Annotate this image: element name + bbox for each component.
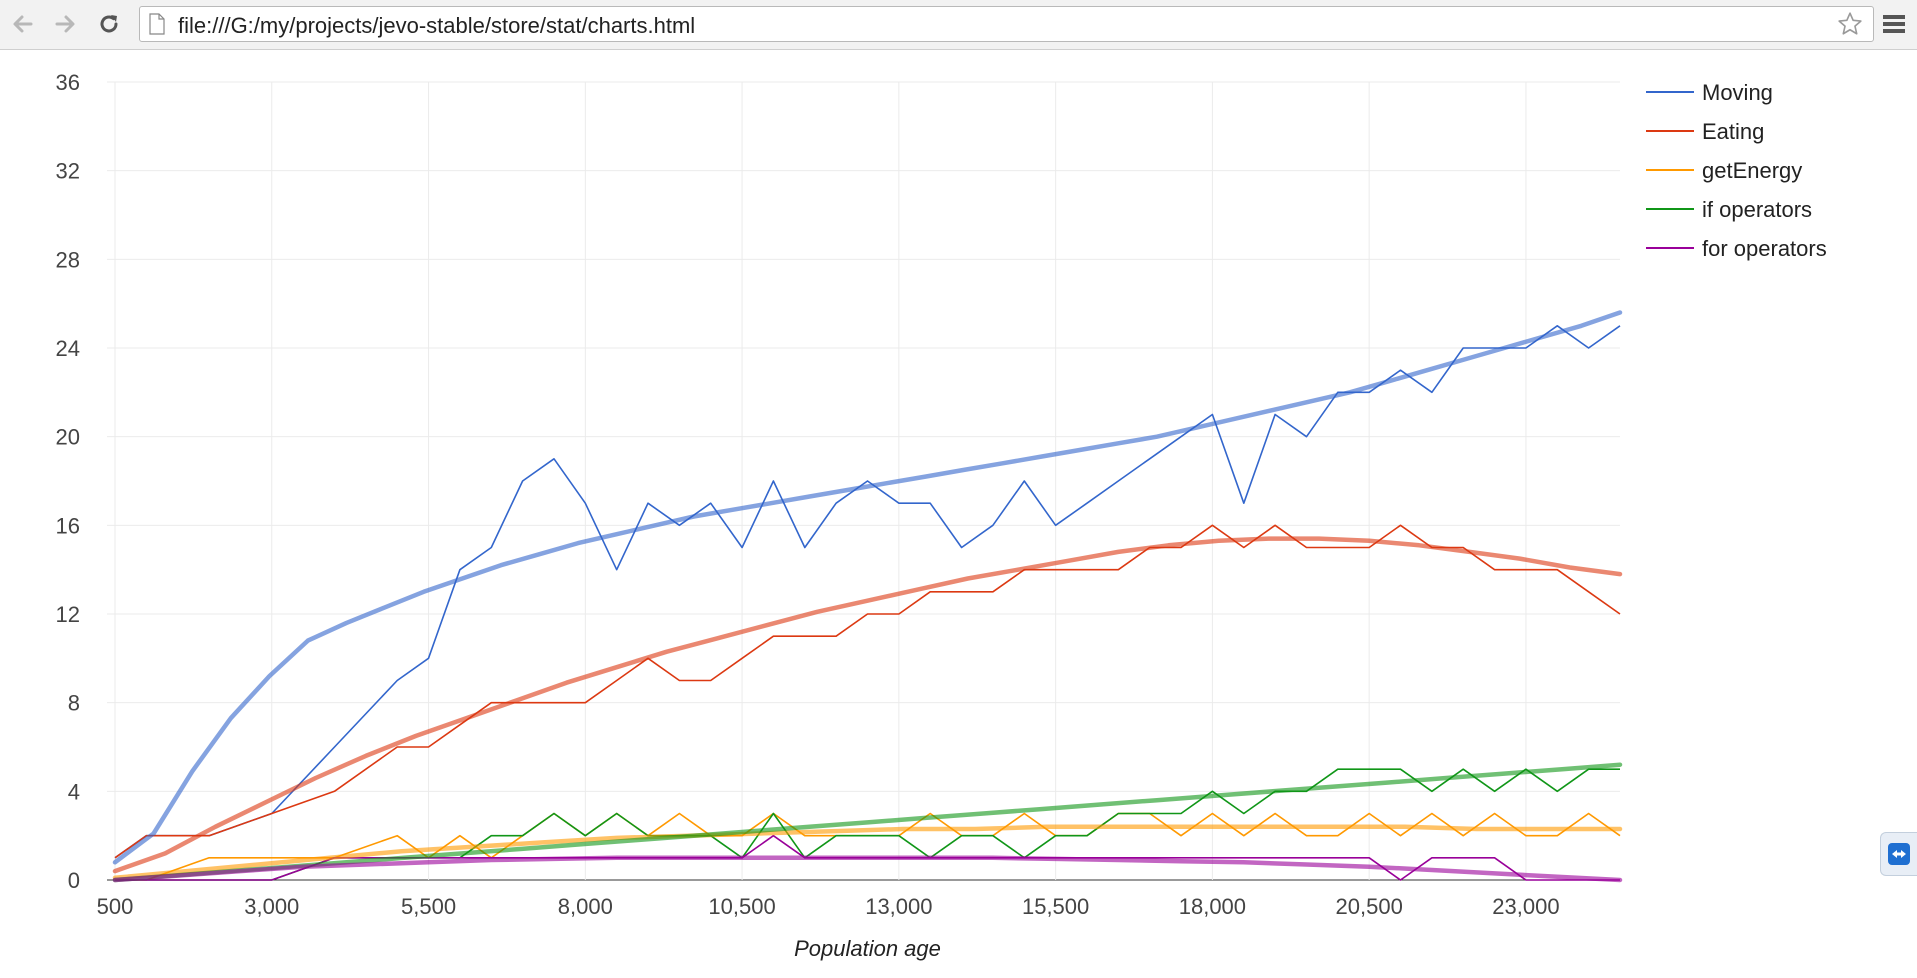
x-tick-label: 15,500 [1022,894,1089,919]
trendline-2 [112,824,1623,881]
y-tick-label: 16 [56,513,80,538]
y-tick-label: 4 [68,779,80,804]
series-line-1 [114,524,1621,859]
reload-icon [100,15,118,33]
y-tick-label: 24 [56,336,80,361]
trendline-0 [112,310,1623,865]
reload-button[interactable] [94,9,124,39]
star-icon[interactable] [1837,11,1863,37]
address-bar[interactable]: file:///G:/my/projects/jevo-stable/store… [139,6,1874,42]
y-tick-label: 20 [56,425,80,450]
x-tick-label: 10,500 [708,894,775,919]
line-chart: 0 4 8 12 16 20 24 28 32 36 500 3,000 5,500 8,000 10,50… [56,70,1827,961]
menu-button[interactable] [1876,9,1912,39]
remote-support-icon [1888,843,1910,865]
y-tick-label: 12 [56,602,80,627]
page-icon [149,13,165,35]
legend-label: Eating [1702,119,1764,144]
url-text: file:///G:/my/projects/jevo-stable/store… [178,13,696,38]
x-tick-label: 23,000 [1492,894,1559,919]
y-tick-label: 32 [56,159,80,184]
legend-label: if operators [1702,197,1812,222]
legend-label: getEnergy [1702,158,1802,183]
trendline-1 [112,536,1623,874]
trendline-4 [112,855,1623,883]
x-axis-label: Population age [794,936,941,961]
forward-button[interactable] [50,9,80,39]
back-button[interactable] [8,9,38,39]
back-arrow-icon [13,15,33,33]
y-tick-label: 8 [68,691,80,716]
remote-support-widget[interactable] [1880,832,1917,876]
y-tick-label: 0 [68,868,80,893]
chart-area: 0 4 8 12 16 20 24 28 32 36 500 3,000 5,500 8,000 10,50… [0,50,1917,978]
x-tick-label: 13,000 [865,894,932,919]
legend-label: for operators [1702,236,1827,261]
y-tick-label: 36 [56,70,80,95]
legend-label: Moving [1702,80,1773,105]
x-tick-label: 5,500 [401,894,456,919]
y-tick-label: 28 [56,247,80,272]
menu-icon [1883,15,1905,33]
x-tick-label: 18,000 [1179,894,1246,919]
x-tick-label: 3,000 [244,894,299,919]
x-tick-label: 20,500 [1336,894,1403,919]
series-line-0 [114,324,1621,859]
x-tick-label: 500 [97,894,134,919]
forward-arrow-icon [55,15,75,33]
browser-toolbar: file:///G:/my/projects/jevo-stable/store… [0,0,1917,50]
x-tick-label: 8,000 [558,894,613,919]
trendline-3 [112,762,1623,883]
